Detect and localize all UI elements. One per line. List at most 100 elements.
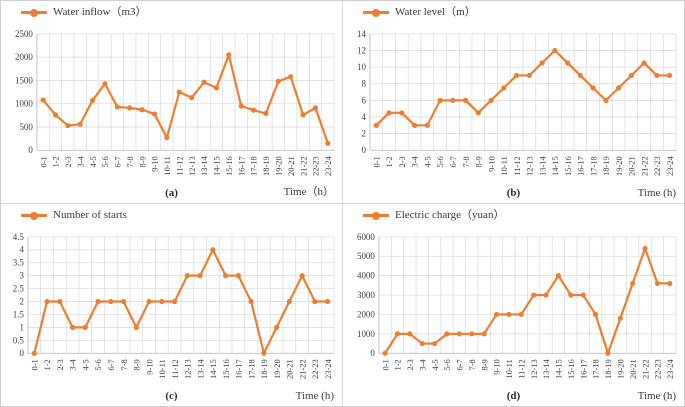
svg-text:12-13: 12-13 [525, 156, 535, 176]
svg-text:4000: 4000 [357, 271, 375, 281]
svg-text:20-21: 20-21 [627, 156, 637, 176]
svg-text:12-13: 12-13 [529, 359, 539, 379]
svg-text:2000: 2000 [357, 309, 375, 319]
svg-text:2-3: 2-3 [397, 156, 407, 167]
svg-text:8-9: 8-9 [474, 156, 484, 167]
legend-b: Water level（m） [363, 7, 476, 18]
svg-text:2: 2 [19, 297, 23, 307]
svg-text:4-5: 4-5 [88, 156, 98, 167]
svg-text:6-7: 6-7 [448, 156, 458, 167]
svg-text:7-8: 7-8 [119, 359, 129, 370]
legend-d: Electric charge（yuan） [363, 210, 504, 221]
svg-text:13-14: 13-14 [537, 155, 547, 175]
x-axis-title-b: Time (h) [637, 187, 676, 199]
svg-text:3.5: 3.5 [13, 258, 25, 268]
chart-panel-b: Water level（m） 0 2 4 6 8 10 12 14 0-1 1-2 2-3 3-4 4-… [343, 1, 684, 204]
svg-text:4-5: 4-5 [80, 359, 90, 370]
svg-text:23-24: 23-24 [323, 358, 333, 378]
svg-text:18-19: 18-19 [601, 156, 611, 176]
svg-text:13-14: 13-14 [199, 155, 209, 175]
svg-text:9-10: 9-10 [144, 359, 154, 374]
svg-text:14: 14 [357, 29, 366, 39]
svg-text:16-17: 16-17 [234, 359, 244, 379]
y-tick-labels: 0 2 4 6 8 10 12 14 [357, 29, 366, 155]
svg-text:2-3: 2-3 [405, 359, 415, 370]
svg-text:0: 0 [361, 145, 366, 155]
gridlines [369, 33, 677, 151]
svg-text:8-9: 8-9 [132, 359, 142, 370]
svg-text:4: 4 [361, 112, 366, 122]
svg-text:1000: 1000 [357, 329, 375, 339]
svg-text:16-17: 16-17 [576, 156, 586, 176]
y-tick-labels: 0 500 1000 1500 2000 2500 [15, 29, 33, 155]
svg-text:1-2: 1-2 [42, 359, 52, 370]
legend-label: Number of starts [53, 209, 127, 221]
svg-text:0-1: 0-1 [29, 359, 39, 370]
svg-text:14-15: 14-15 [554, 359, 564, 379]
x-axis-title-a: Time（h） [283, 186, 334, 198]
svg-text:15-16: 15-16 [566, 359, 576, 379]
svg-text:21-22: 21-22 [640, 359, 650, 379]
svg-text:0-1: 0-1 [380, 359, 390, 370]
x-tick-labels: 0-1 1-2 2-3 3-4 4-5 5-6 6-7 7-8 8-9 9-10 10-11 11-1… [371, 155, 674, 175]
svg-text:3-4: 3-4 [75, 155, 85, 167]
svg-text:3-4: 3-4 [68, 358, 78, 370]
chart-c-plot: 0 0.5 1 1.5 2 2.5 3 3.5 4 4.5 0-1 1-2 2-3 3-4 4-5 5-6 6-… [13, 232, 335, 379]
svg-text:4: 4 [19, 245, 24, 255]
data-point-markers [373, 47, 673, 128]
svg-text:2500: 2500 [15, 29, 33, 39]
svg-text:500: 500 [19, 122, 33, 132]
svg-text:12: 12 [357, 45, 366, 55]
svg-text:19-20: 19-20 [273, 156, 283, 176]
svg-text:20-21: 20-21 [285, 359, 295, 379]
svg-text:2000: 2000 [15, 52, 33, 62]
svg-text:11-12: 11-12 [516, 359, 526, 378]
svg-text:15-16: 15-16 [563, 156, 573, 176]
svg-text:17-18: 17-18 [591, 359, 601, 379]
svg-text:11-12: 11-12 [174, 156, 184, 175]
svg-text:8-9: 8-9 [479, 359, 489, 370]
svg-text:0: 0 [370, 348, 375, 358]
svg-text:13-14: 13-14 [541, 358, 551, 378]
svg-text:4-5: 4-5 [422, 156, 432, 167]
svg-text:14-15: 14-15 [208, 359, 218, 379]
legend-line-marker-icon [363, 211, 389, 220]
svg-text:7-8: 7-8 [467, 359, 477, 370]
x-tick-labels: 0-1 1-2 2-3 3-4 4-5 5-6 6-7 7-8 8-9 9-10 10-11 11-1… [38, 155, 333, 175]
y-tick-labels: 0 1000 2000 3000 4000 5000 6000 [357, 232, 375, 358]
legend-label: Electric charge（yuan） [395, 209, 505, 221]
svg-text:0-1: 0-1 [38, 156, 48, 167]
data-point-markers [31, 247, 331, 356]
data-point-markers [40, 52, 331, 146]
svg-text:21-22: 21-22 [639, 156, 649, 176]
svg-text:9-10: 9-10 [150, 156, 160, 171]
svg-text:4.5: 4.5 [13, 232, 25, 242]
svg-text:13-14: 13-14 [195, 358, 205, 378]
svg-text:15-16: 15-16 [221, 359, 231, 379]
x-tick-labels: 0-1 1-2 2-3 3-4 4-5 5-6 6-7 7-8 8-9 9-10 10-11 11-1… [29, 358, 332, 378]
svg-text:3-4: 3-4 [410, 155, 420, 167]
svg-text:3000: 3000 [357, 290, 375, 300]
svg-text:1.5: 1.5 [13, 309, 25, 319]
svg-text:8-9: 8-9 [137, 156, 147, 167]
svg-text:19-20: 19-20 [614, 156, 624, 176]
svg-text:11-12: 11-12 [170, 359, 180, 378]
svg-text:0: 0 [28, 145, 33, 155]
x-axis-title-d: Time (h) [637, 390, 676, 402]
legend-label: Water level（m） [395, 6, 476, 18]
svg-text:2.5: 2.5 [13, 284, 25, 294]
svg-text:3: 3 [19, 271, 24, 281]
svg-text:0: 0 [19, 348, 24, 358]
svg-text:18-19: 18-19 [603, 359, 613, 379]
svg-text:19-20: 19-20 [272, 359, 282, 379]
svg-text:16-17: 16-17 [578, 359, 588, 379]
svg-text:5000: 5000 [357, 251, 375, 261]
x-tick-labels: 0-1 1-2 2-3 3-4 4-5 5-6 6-7 7-8 8-9 9-10 10-11 11-1… [380, 358, 675, 378]
svg-text:5-6: 5-6 [435, 156, 445, 167]
svg-text:1000: 1000 [15, 99, 33, 109]
svg-text:17-18: 17-18 [588, 156, 598, 176]
svg-text:6: 6 [361, 95, 366, 105]
svg-text:22-23: 22-23 [311, 156, 321, 176]
chart-b-plot: 0 2 4 6 8 10 12 14 0-1 1-2 2-3 3-4 4-5 5-6 6-7 7-8 8-9 9-… [357, 29, 677, 176]
x-axis-title-c: Time (h) [295, 390, 334, 402]
